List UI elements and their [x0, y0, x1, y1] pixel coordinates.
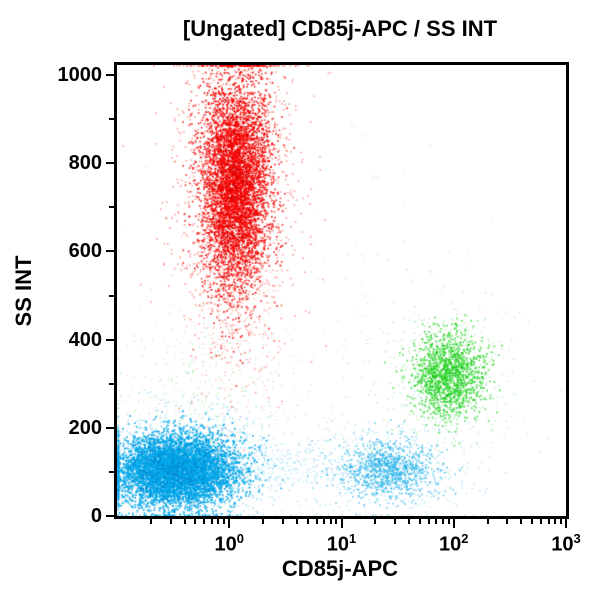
x-tick-label: 102: [439, 531, 469, 556]
x-minor-tick: [554, 519, 557, 524]
y-tick-label: 600: [68, 240, 102, 263]
x-axis-title: CD85j-APC: [281, 556, 399, 581]
x-minor-tick: [295, 519, 298, 524]
x-minor-tick: [217, 519, 220, 524]
x-minor-tick: [335, 519, 338, 524]
x-minor-tick: [194, 519, 197, 524]
x-minor-tick: [329, 519, 332, 524]
y-tick-label: 1000: [57, 64, 103, 87]
x-minor-tick: [394, 519, 397, 524]
x-minor-tick: [149, 519, 152, 524]
y-major-tick: [106, 250, 114, 253]
x-major-tick: [228, 519, 231, 528]
x-minor-tick: [435, 519, 438, 524]
x-minor-tick: [223, 519, 226, 524]
x-minor-tick: [183, 519, 186, 524]
x-minor-tick: [323, 519, 326, 524]
x-minor-tick: [262, 519, 265, 524]
x-minor-tick: [306, 519, 309, 524]
x-minor-tick: [169, 519, 172, 524]
x-minor-tick: [374, 519, 377, 524]
y-tick-label: 0: [90, 505, 102, 527]
x-minor-tick: [408, 519, 411, 524]
y-major-tick: [106, 338, 114, 341]
x-tick-label: 101: [326, 531, 357, 556]
plot-title: [Ungated] CD85j-APC / SS INT: [182, 16, 498, 41]
x-minor-tick: [447, 519, 450, 524]
y-minor-tick: [109, 382, 114, 385]
x-minor-tick: [486, 519, 489, 524]
y-minor-tick: [109, 206, 114, 209]
plot-frame: [114, 62, 569, 519]
y-minor-tick: [109, 470, 114, 473]
y-minor-tick: [109, 294, 114, 297]
x-tick-label: 100: [214, 531, 244, 556]
x-minor-tick: [559, 519, 562, 524]
y-tick-label: 200: [68, 416, 102, 439]
y-tick-label: 400: [68, 328, 102, 351]
x-minor-tick: [441, 519, 444, 524]
y-major-tick: [106, 426, 114, 429]
x-major-tick: [565, 519, 567, 528]
x-minor-tick: [281, 519, 284, 524]
x-minor-tick: [418, 519, 421, 524]
x-minor-tick: [203, 519, 206, 524]
x-minor-tick: [315, 519, 318, 524]
x-minor-tick: [520, 519, 523, 524]
x-minor-tick: [531, 519, 534, 524]
x-major-tick: [340, 519, 343, 528]
x-major-tick: [452, 519, 455, 528]
scatter-plot-area[interactable]: [117, 65, 566, 516]
y-tick-label: 800: [68, 152, 102, 175]
x-minor-tick: [540, 519, 543, 524]
y-major-tick: [106, 74, 114, 77]
y-minor-tick: [109, 118, 114, 121]
x-tick-label: 103: [551, 531, 581, 556]
y-major-tick: [106, 162, 114, 165]
y-major-tick: [106, 515, 114, 517]
x-minor-tick: [506, 519, 509, 524]
x-minor-tick: [427, 519, 430, 524]
y-axis-title: SS INT: [11, 255, 36, 327]
x-minor-tick: [210, 519, 213, 524]
x-minor-tick: [547, 519, 550, 524]
